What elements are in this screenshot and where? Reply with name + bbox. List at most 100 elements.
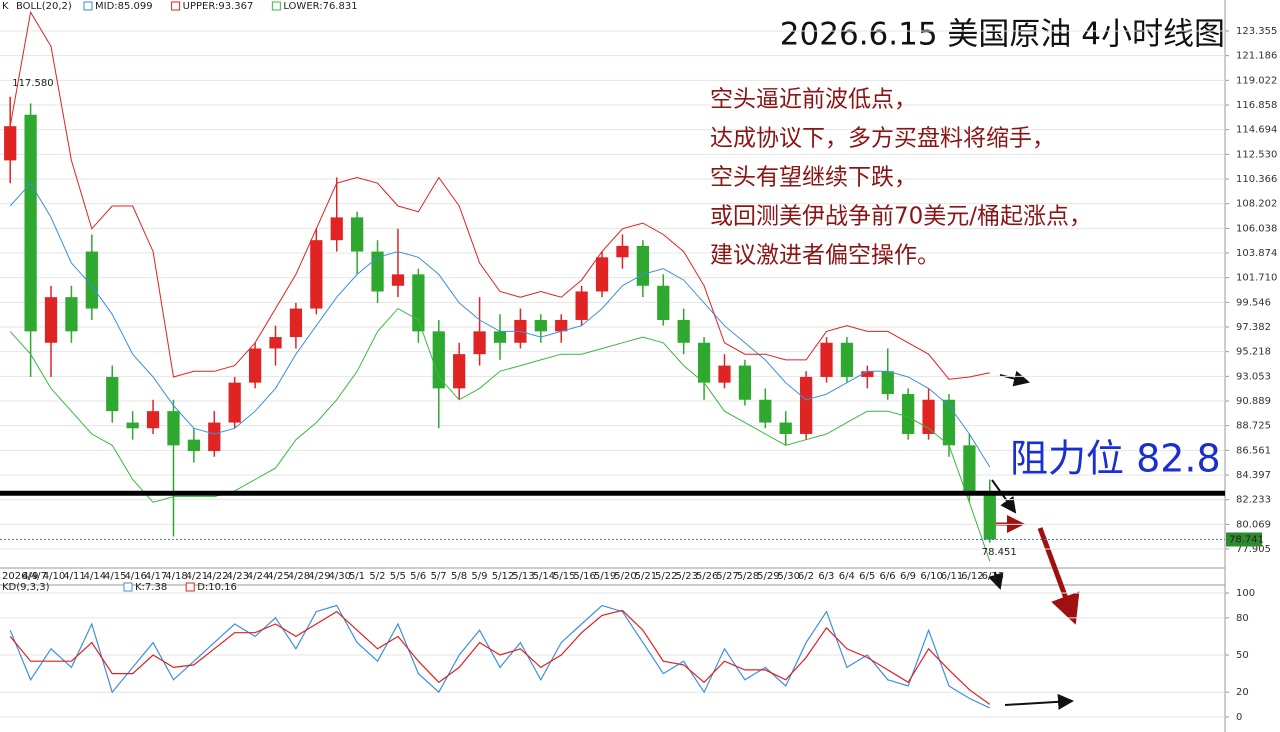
- x-tick-label: 4/11: [63, 571, 85, 582]
- y-tick-label: 116.858: [1236, 100, 1277, 111]
- x-tick-label: 5/13: [512, 571, 534, 582]
- low-label: 78.451: [982, 547, 1017, 558]
- y-tick-label: 80: [1236, 613, 1249, 624]
- candle-body: [657, 285, 670, 320]
- high-label: 117.580: [12, 78, 53, 89]
- x-tick-label: 4/29: [308, 571, 330, 582]
- candle-body: [473, 331, 486, 355]
- annotation-note: 建议激进者偏空操作。: [710, 243, 940, 269]
- candle-body: [861, 371, 874, 377]
- x-tick-label: 2026/4/7: [2, 571, 47, 582]
- candle-body: [636, 245, 649, 286]
- last-price-label: 78.741: [1229, 534, 1264, 545]
- y-tick-label: 82.233: [1236, 495, 1271, 506]
- series-line: [9, 182, 991, 468]
- x-tick-label: 6/11: [941, 571, 963, 582]
- legend-entry: LOWER:76.831: [283, 1, 357, 12]
- x-tick-label: 4/14: [84, 571, 106, 582]
- candle-body: [228, 382, 241, 423]
- annotation-note: 达成协议下，多方买盘料将缩手，: [710, 126, 1055, 152]
- x-tick-label: 5/28: [737, 571, 759, 582]
- candle-body: [289, 308, 303, 338]
- x-tick-label: 4/16: [124, 571, 146, 582]
- candle-body: [351, 217, 364, 252]
- x-tick-label: 4/24: [247, 571, 269, 582]
- candle-body: [106, 376, 119, 412]
- candle-body: [881, 371, 894, 395]
- x-tick-label: 5/9: [471, 571, 487, 582]
- y-tick-label: 86.561: [1236, 445, 1271, 456]
- candle-body: [800, 376, 813, 434]
- x-tick-label: 6/10: [920, 571, 942, 582]
- panel-label: K: [2, 1, 9, 12]
- candle-body: [453, 354, 466, 389]
- candle-body: [126, 422, 139, 429]
- candle-body: [922, 399, 935, 434]
- y-tick-label: 80.069: [1236, 519, 1271, 530]
- x-tick-label: 5/22: [655, 571, 677, 582]
- y-tick-label: 20: [1236, 687, 1249, 698]
- y-tick-label: 84.397: [1236, 470, 1271, 481]
- x-tick-label: 5/12: [492, 571, 514, 582]
- candle-body: [902, 394, 915, 434]
- x-tick-label: 5/7: [431, 571, 447, 582]
- y-tick-label: 77.905: [1236, 544, 1271, 555]
- candle-body: [24, 114, 37, 332]
- x-tick-label: 5/19: [594, 571, 616, 582]
- candle-body: [677, 319, 690, 343]
- x-tick-label: 6/2: [798, 571, 814, 582]
- x-tick-label: 6/3: [818, 571, 834, 582]
- candle-body: [942, 399, 956, 446]
- candle-body: [248, 348, 262, 383]
- legend-entry: UPPER:93.367: [183, 1, 254, 12]
- candle-body: [759, 399, 772, 423]
- x-tick-label: 5/16: [573, 571, 595, 582]
- legend-entry: MID:85.099: [95, 1, 153, 12]
- candle-body: [738, 365, 752, 400]
- y-tick-label: 110.366: [1236, 174, 1277, 185]
- legend-swatch: [185, 582, 195, 592]
- annotation-note: 空头有望继续下跌，: [710, 165, 917, 191]
- x-tick-label: 5/8: [451, 571, 467, 582]
- x-tick-label: 5/27: [716, 571, 738, 582]
- candle-body: [371, 251, 384, 292]
- x-tick-label: 5/20: [614, 571, 636, 582]
- resistance-label: 阻力位 82.8: [1010, 437, 1221, 481]
- y-tick-label: 114.694: [1236, 125, 1277, 136]
- x-tick-label: 6/9: [900, 571, 916, 582]
- candle-body: [187, 439, 200, 452]
- candle-body: [4, 126, 17, 161]
- x-tick-label: 4/10: [43, 571, 65, 582]
- y-tick-label: 101.710: [1236, 273, 1277, 284]
- y-tick-label: 88.725: [1236, 421, 1271, 432]
- y-tick-label: 95.218: [1236, 347, 1271, 358]
- candle-body: [555, 319, 568, 332]
- x-tick-label: 4/18: [165, 571, 187, 582]
- y-tick-label: 106.038: [1236, 223, 1277, 234]
- x-tick-label: 5/26: [696, 571, 718, 582]
- x-tick-label: 5/23: [675, 571, 697, 582]
- x-tick-label: 6/5: [859, 571, 875, 582]
- candle-body: [779, 422, 792, 434]
- candle-body: [493, 331, 507, 343]
- candle-body: [820, 342, 833, 377]
- candle-body: [412, 274, 425, 332]
- candle-body: [697, 342, 711, 383]
- y-tick-label: 112.530: [1236, 149, 1277, 160]
- x-tick-label: 5/2: [369, 571, 385, 582]
- candle-body: [85, 251, 98, 309]
- last-price-box: [1226, 532, 1262, 547]
- x-tick-label: 5/29: [757, 571, 779, 582]
- indicator-label: KD(9,3,3): [2, 582, 50, 593]
- x-tick-label: 5/6: [410, 571, 426, 582]
- y-tick-label: 97.382: [1236, 322, 1271, 333]
- candle-body: [534, 319, 547, 332]
- y-tick-label: 99.546: [1236, 297, 1271, 308]
- y-tick-label: 93.053: [1236, 371, 1271, 382]
- x-tick-label: 6/12: [961, 571, 983, 582]
- chart-title: 2026.6.15 美国原油 4小时线图: [780, 17, 1225, 53]
- candle-body: [575, 291, 588, 320]
- x-tick-label: 4/25: [267, 571, 289, 582]
- candle-body: [167, 411, 180, 446]
- candle-body: [65, 297, 78, 332]
